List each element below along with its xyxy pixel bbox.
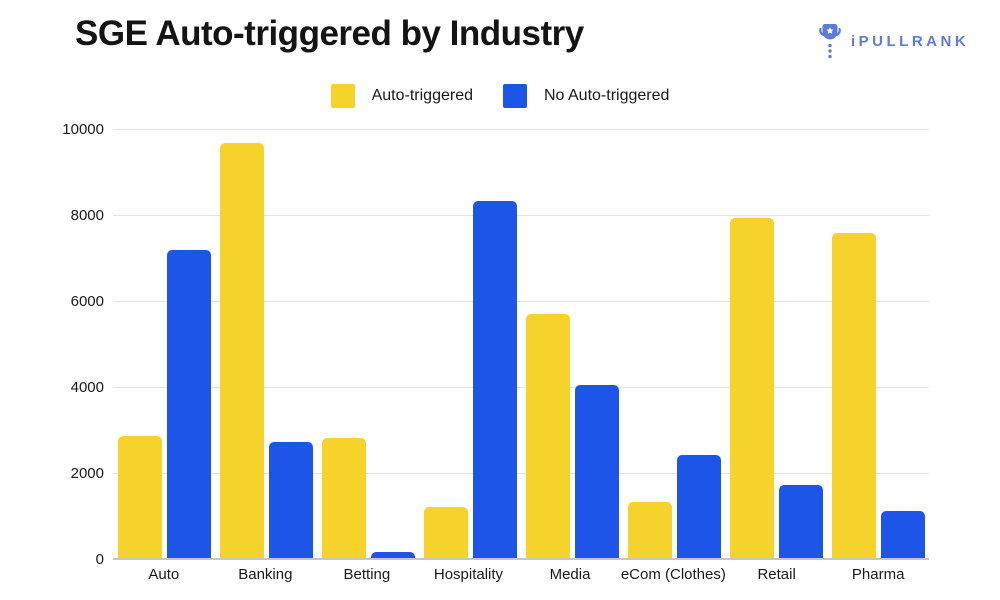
bar-auto-triggered bbox=[627, 502, 672, 558]
x-tick-label: Media bbox=[549, 566, 591, 583]
legend-item: No Auto-triggered bbox=[502, 84, 670, 108]
bar-group-betting bbox=[317, 130, 419, 558]
legend-swatch-icon bbox=[330, 84, 355, 108]
bar-group-pharma bbox=[827, 130, 929, 558]
bar-no-auto-triggered bbox=[778, 485, 823, 558]
grid-line-8000 bbox=[113, 215, 929, 216]
bar-no-auto-triggered bbox=[166, 249, 211, 558]
x-tick-label: Betting bbox=[343, 566, 391, 583]
y-tick-label-2000: 2000 bbox=[70, 465, 104, 482]
y-tick-label-6000: 6000 bbox=[70, 293, 104, 310]
legend-item: Auto-triggered bbox=[330, 84, 473, 108]
x-tick-label: Hospitality bbox=[433, 566, 504, 583]
chart-legend: Auto-triggered No Auto-triggered bbox=[0, 84, 1000, 108]
grid-line-0 bbox=[113, 558, 929, 560]
bar-groups bbox=[113, 130, 929, 558]
bar-auto-triggered bbox=[321, 438, 366, 558]
grid-line-2000 bbox=[113, 473, 929, 474]
legend-swatch-icon bbox=[502, 84, 527, 108]
plot-area bbox=[113, 129, 929, 560]
x-tick-label: eCom (Clothes) bbox=[620, 566, 726, 583]
bar-no-auto-triggered bbox=[880, 510, 925, 558]
bar-auto-triggered bbox=[525, 314, 570, 558]
x-tick-label: Retail bbox=[757, 566, 796, 583]
grid-line-10000 bbox=[113, 129, 929, 130]
page-title: SGE Auto-triggered by Industry bbox=[75, 14, 584, 53]
y-tick-label-8000: 8000 bbox=[70, 207, 104, 224]
bar-group-media bbox=[521, 130, 623, 558]
bar-group-ecom-clothes- bbox=[623, 130, 725, 558]
x-tick-label: Auto bbox=[148, 566, 180, 583]
grid-line-4000 bbox=[113, 387, 929, 388]
bar-no-auto-triggered bbox=[472, 200, 517, 558]
bar-no-auto-triggered bbox=[268, 442, 313, 558]
bar-group-banking bbox=[215, 130, 317, 558]
bar-auto-triggered bbox=[219, 142, 264, 558]
ipullrank-logo: iPULLRANK bbox=[816, 22, 969, 60]
grid-line-6000 bbox=[113, 301, 929, 302]
bar-no-auto-triggered bbox=[574, 384, 619, 558]
bar-group-hospitality bbox=[419, 130, 521, 558]
bar-auto-triggered bbox=[729, 217, 774, 558]
bar-auto-triggered bbox=[117, 436, 162, 558]
y-tick-label-0: 0 bbox=[95, 551, 104, 568]
y-tick-label-10000: 10000 bbox=[62, 121, 104, 138]
x-tick-label: Pharma bbox=[851, 566, 905, 583]
bar-auto-triggered bbox=[423, 506, 468, 558]
bar-group-retail bbox=[725, 130, 827, 558]
bar-no-auto-triggered bbox=[370, 551, 415, 558]
bar-auto-triggered bbox=[831, 232, 876, 558]
x-tick-label: Banking bbox=[238, 566, 293, 583]
legend-label: No Auto-triggered bbox=[543, 87, 670, 104]
bar-no-auto-triggered bbox=[676, 455, 721, 558]
legend-label: Auto-triggered bbox=[371, 87, 473, 104]
x-axis-labels: Auto Banking Betting Hospitality Media eCom (… bbox=[113, 566, 929, 583]
bar-group-auto bbox=[113, 130, 215, 558]
logo-text: iPULLRANK bbox=[851, 32, 970, 50]
y-tick-label-4000: 4000 bbox=[70, 379, 104, 396]
trophy-icon bbox=[816, 22, 844, 60]
